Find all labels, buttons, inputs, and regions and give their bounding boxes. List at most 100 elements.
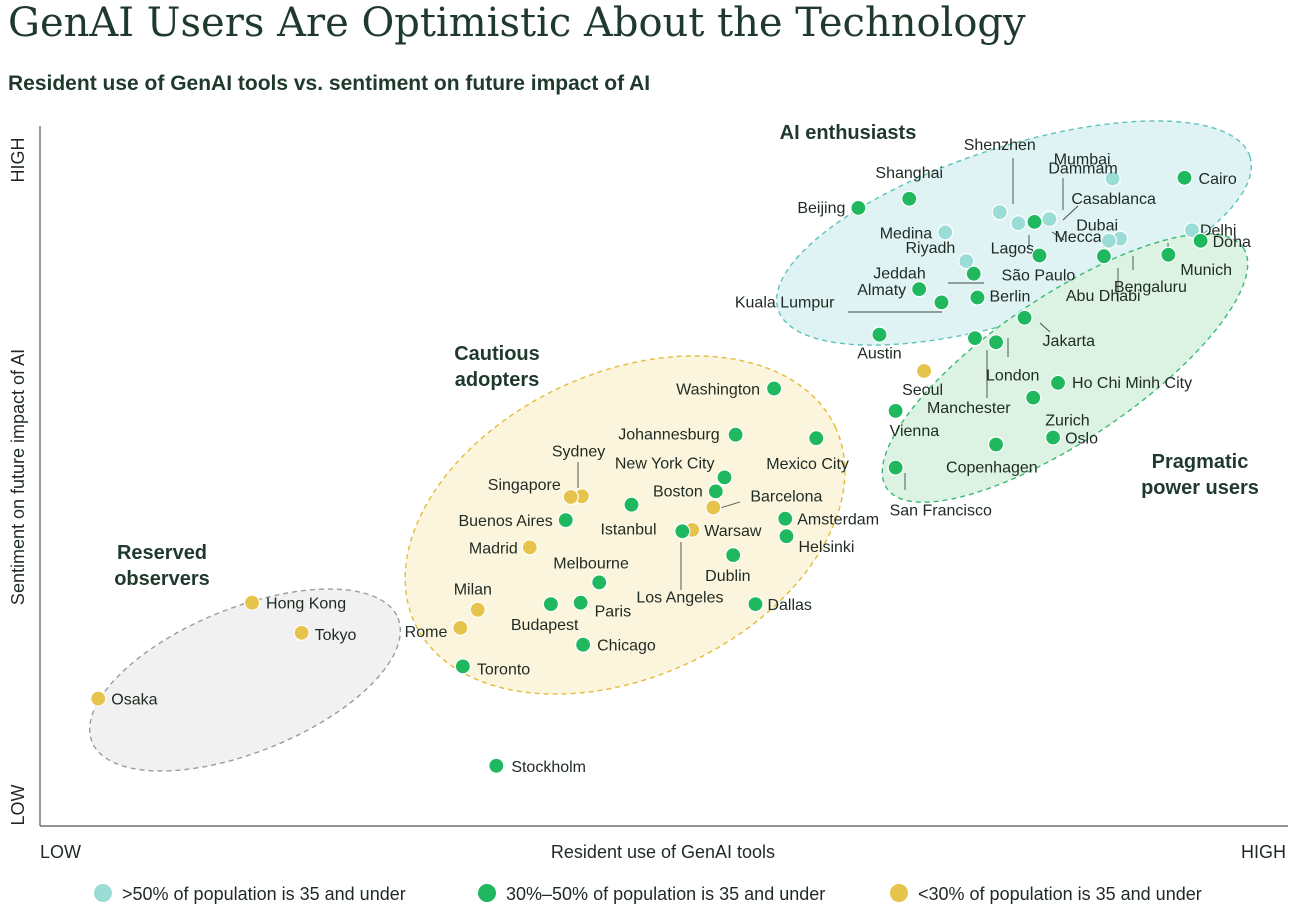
group-label-pragmatic-power-users: power users: [1141, 477, 1259, 499]
x-axis-low-label: LOW: [40, 842, 81, 862]
point-label-toronto: Toronto: [477, 661, 530, 678]
point-label-shanghai: Shanghai: [875, 165, 943, 182]
point-label-delhi: Delhi: [1200, 222, 1236, 239]
point-label-abu-dhabi: Abu Dhabi: [1066, 288, 1141, 305]
point-doha: [1192, 232, 1209, 249]
point-label-singapore: Singapore: [488, 477, 561, 494]
leader-line-jakarta: [1039, 322, 1051, 333]
point-almaty: [911, 281, 928, 298]
point-label-rome: Rome: [405, 624, 448, 641]
point-label-london: London: [986, 367, 1039, 384]
point-helsinki: [778, 528, 795, 545]
group-label-cautious-adopters: Cautious: [454, 343, 540, 365]
point-stockholm: [488, 757, 505, 774]
point-washington: [765, 380, 783, 397]
point-label-munich: Munich: [1180, 262, 1232, 279]
point-label-mecca: Mecca: [1054, 229, 1101, 246]
point-label-ho-chi-minh-city: Ho Chi Minh City: [1072, 375, 1192, 392]
legend-marker-b: [478, 884, 496, 902]
point-berlin: [969, 289, 986, 306]
y-axis-low-label: LOW: [8, 784, 28, 825]
point-new-york-city: [716, 469, 733, 486]
point-label-san-francisco: San Francisco: [890, 503, 992, 520]
point-mumbai: [1104, 170, 1121, 187]
point-label-bengaluru: Bengaluru: [1114, 279, 1187, 296]
point-label-cairo: Cairo: [1199, 171, 1237, 188]
point-label-stockholm: Stockholm: [511, 759, 586, 776]
point-madrid: [521, 539, 538, 556]
point-label-los-angeles: Los Angeles: [636, 589, 723, 606]
point-label-boston: Boston: [653, 483, 703, 500]
point-label-manchester: Manchester: [927, 400, 1011, 417]
group-label-pragmatic-power-users: Pragmatic: [1152, 451, 1249, 473]
group-label-reserved-observers: Reserved: [117, 542, 207, 564]
point-manchester: [966, 330, 984, 347]
point-label-austin: Austin: [857, 346, 901, 363]
point-zurich: [1025, 389, 1042, 406]
point-label-casablanca: Casablanca: [1071, 191, 1156, 208]
point-jeddah: [965, 265, 982, 282]
point-oslo: [1044, 429, 1062, 446]
point-label-washington: Washington: [676, 382, 760, 399]
point-toronto: [454, 658, 471, 675]
point-istanbul: [623, 496, 640, 513]
point-label-jakarta: Jakarta: [1043, 333, 1096, 350]
point-jakarta: [1016, 309, 1033, 326]
point-label-barcelona: Barcelona: [750, 489, 822, 506]
point-label-shenzhen: Shenzhen: [964, 137, 1036, 154]
point-london: [987, 334, 1005, 351]
point-label-seoul: Seoul: [902, 382, 943, 399]
point-label-osaka: Osaka: [111, 692, 157, 709]
point-label-hong-kong: Hong Kong: [266, 596, 346, 613]
point-vienna: [887, 402, 904, 419]
point-osaka: [90, 690, 107, 707]
point-label-helsinki: Helsinki: [798, 539, 854, 556]
point-label-dubai: Dubai: [1076, 218, 1118, 235]
group-label-ai-enthusiasts: AI enthusiasts: [780, 122, 917, 144]
point-san-francisco: [887, 459, 904, 476]
point-los-angeles: [674, 523, 691, 540]
point-label-tokyo: Tokyo: [315, 627, 357, 644]
leader-line-mecca: [1051, 231, 1065, 241]
group-label-reserved-observers: observers: [114, 568, 210, 590]
point-abu-dhabi: [1100, 232, 1117, 249]
point-label-johannesburg: Johannesburg: [618, 427, 719, 444]
point-label-chicago: Chicago: [597, 638, 656, 655]
point-label-copenhagen: Copenhagen: [946, 460, 1038, 477]
point-label-mumbai: Mumbai: [1054, 152, 1111, 169]
point-hong-kong: [243, 594, 261, 611]
x-axis-high-label: HIGH: [1241, 842, 1286, 862]
point-buenos-aires: [557, 511, 574, 529]
legend-marker-c: [890, 884, 908, 902]
point-label-dammam: Dammam: [1048, 161, 1117, 178]
point-shanghai: [901, 190, 918, 207]
chart-subtitle: Resident use of GenAI tools vs. sentimen…: [8, 72, 651, 95]
point-barcelona: [705, 499, 722, 516]
point-label-new-york-city: New York City: [615, 455, 715, 472]
enthusiasts-ellipse: [775, 120, 1253, 346]
point-label-beijing: Beijing: [797, 200, 845, 217]
reserved-ellipse: [88, 588, 402, 772]
point-boston: [707, 483, 724, 500]
legend-label-a: >50% of population is 35 and under: [122, 884, 406, 904]
point-singapore: [562, 488, 579, 506]
point-label-medina: Medina: [880, 225, 933, 242]
leader-line-barcelona: [719, 501, 741, 509]
point-label-warsaw: Warsaw: [704, 523, 762, 540]
y-axis-high-label: HIGH: [8, 138, 28, 183]
point-label-almaty: Almaty: [857, 282, 906, 299]
legend-label-b: 30%–50% of population is 35 and under: [506, 884, 825, 904]
point-label-buenos-aires: Buenos Aires: [458, 513, 552, 530]
point-label-budapest: Budapest: [511, 617, 579, 634]
chart-title: GenAI Users Are Optimistic About the Tec…: [8, 0, 1026, 46]
point-melbourne: [591, 574, 608, 591]
point-seoul: [916, 362, 933, 380]
point-rome: [452, 619, 469, 637]
point-amsterdam: [777, 510, 794, 527]
point-dublin: [725, 546, 742, 564]
point-milan: [469, 601, 486, 618]
point-austin: [871, 326, 888, 343]
point-ho-chi-minh-city: [1049, 374, 1067, 391]
leader-line-casablanca: [1062, 205, 1079, 221]
point-johannesburg: [727, 426, 744, 443]
